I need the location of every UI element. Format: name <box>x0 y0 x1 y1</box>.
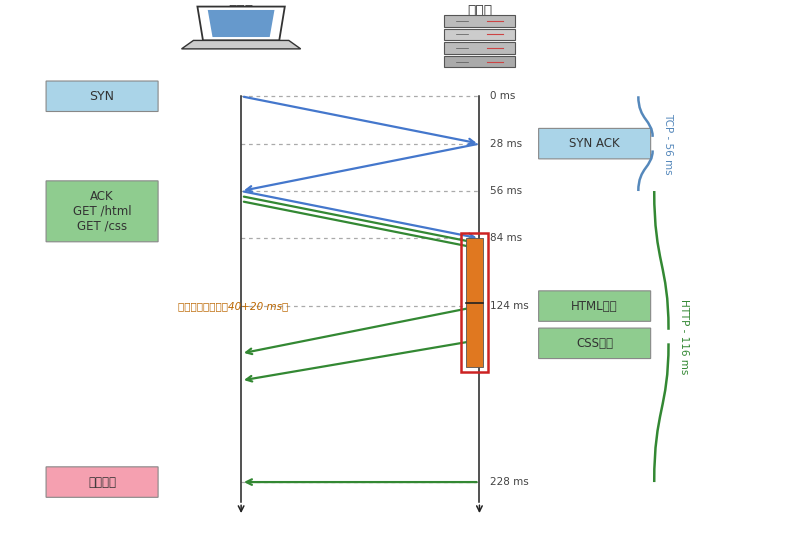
Text: 28 ms: 28 ms <box>490 139 522 149</box>
Text: 服务器: 服务器 <box>467 5 492 19</box>
FancyBboxPatch shape <box>538 328 650 358</box>
Text: 关闭连接: 关闭连接 <box>88 475 116 488</box>
Text: 服务器处理时间：40+20 ms；: 服务器处理时间：40+20 ms； <box>178 301 288 311</box>
Text: CSS响应: CSS响应 <box>576 337 613 350</box>
Text: 84 ms: 84 ms <box>490 233 522 244</box>
Bar <box>444 42 515 54</box>
Polygon shape <box>182 40 301 49</box>
Text: 56 ms: 56 ms <box>490 186 522 196</box>
FancyBboxPatch shape <box>46 467 158 497</box>
Text: 124 ms: 124 ms <box>490 301 529 311</box>
Text: SYN ACK: SYN ACK <box>570 137 620 150</box>
Text: ACK
GET /html
GET /css: ACK GET /html GET /css <box>73 190 131 233</box>
Text: 客户端: 客户端 <box>229 5 254 19</box>
Text: HTML响应: HTML响应 <box>571 300 618 313</box>
FancyBboxPatch shape <box>46 181 158 242</box>
Bar <box>444 29 515 40</box>
Text: SYN: SYN <box>90 90 114 103</box>
Bar <box>461 233 488 372</box>
Text: 0 ms: 0 ms <box>490 91 515 101</box>
Bar <box>444 15 515 27</box>
Polygon shape <box>198 6 285 40</box>
Text: 228 ms: 228 ms <box>490 477 529 487</box>
Bar <box>444 56 515 67</box>
FancyBboxPatch shape <box>538 291 650 321</box>
Bar <box>466 238 483 367</box>
FancyBboxPatch shape <box>538 128 650 159</box>
Text: TCP - 56 ms: TCP - 56 ms <box>663 113 674 175</box>
FancyBboxPatch shape <box>46 81 158 112</box>
Polygon shape <box>208 10 274 37</box>
Text: HTTP - 116 ms: HTTP - 116 ms <box>679 299 690 374</box>
